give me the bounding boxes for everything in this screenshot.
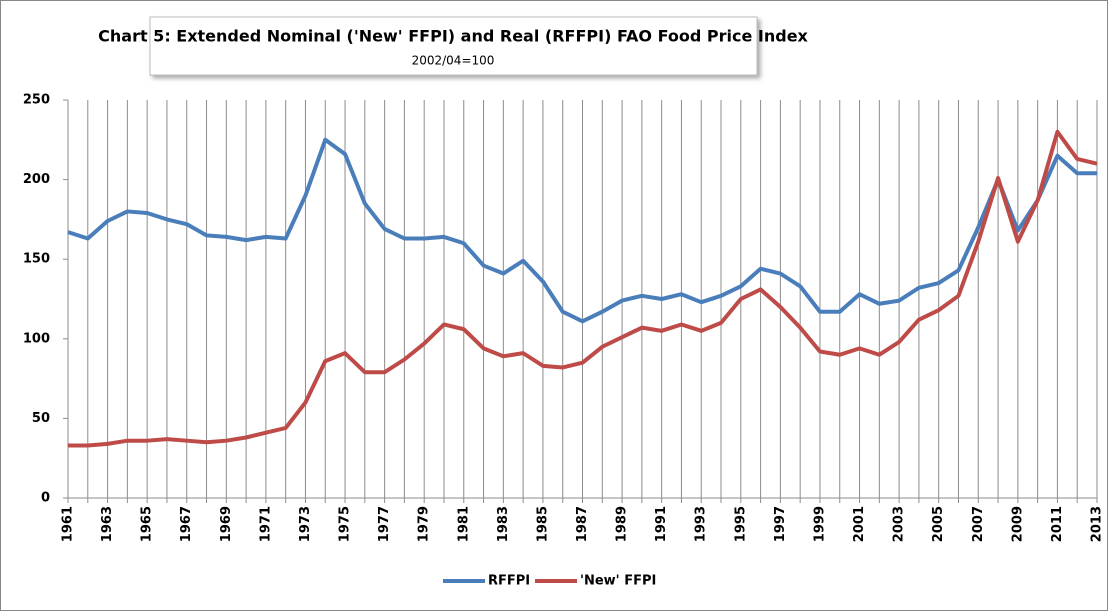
- data-line: [67, 137, 1097, 324]
- x-tick-label: 1997: [773, 506, 788, 542]
- x-tick-label: 1981: [456, 506, 471, 542]
- x-tick-label: 2013: [1090, 506, 1105, 542]
- y-tick-label: 50: [32, 411, 50, 426]
- legend-label: RFFPI: [488, 574, 530, 589]
- x-tick-label: 1995: [733, 506, 748, 542]
- x-tick-label: 1963: [100, 506, 115, 542]
- x-tick-label: 1965: [140, 506, 155, 542]
- x-tick-label: 2011: [1050, 506, 1065, 542]
- x-tick-label: 2009: [1010, 506, 1025, 542]
- x-tick-label: 1975: [338, 506, 353, 542]
- title-box: [149, 16, 758, 76]
- x-tick-label: 2005: [931, 506, 946, 542]
- x-tick-label: 1993: [694, 506, 709, 542]
- legend-label: 'New' FFPI: [580, 574, 656, 589]
- x-tick-label: 1971: [258, 506, 273, 542]
- x-tick-label: 1979: [417, 506, 432, 542]
- y-tick-label: 0: [41, 491, 50, 506]
- chart-title: Chart 5: Extended Nominal ('New' FFPI) a…: [98, 27, 808, 46]
- x-tick-label: 1973: [298, 506, 313, 542]
- x-tick-label: 1991: [654, 506, 669, 542]
- chart-subtitle: 2002/04=100: [412, 54, 495, 68]
- x-tick-label: 2003: [892, 506, 907, 542]
- x-tick-label: 2001: [852, 506, 867, 542]
- x-tick-label: 1999: [812, 506, 827, 542]
- x-tick-label: 1985: [535, 506, 550, 542]
- x-tick-label: 1987: [575, 506, 590, 542]
- x-tick-label: 1961: [61, 506, 76, 542]
- x-tick-label: 1967: [179, 506, 194, 542]
- x-tick-label: 1989: [615, 506, 630, 542]
- x-tick-label: 2007: [971, 506, 986, 542]
- data-line: [68, 129, 1098, 448]
- x-tick-label: 1969: [219, 506, 234, 542]
- x-tick-label: 1983: [496, 506, 511, 542]
- y-tick-label: 150: [23, 252, 50, 267]
- y-tick-label: 250: [23, 93, 50, 108]
- y-tick-label: 100: [23, 331, 50, 346]
- y-tick-label: 200: [23, 172, 50, 187]
- x-tick-label: 1977: [377, 506, 392, 542]
